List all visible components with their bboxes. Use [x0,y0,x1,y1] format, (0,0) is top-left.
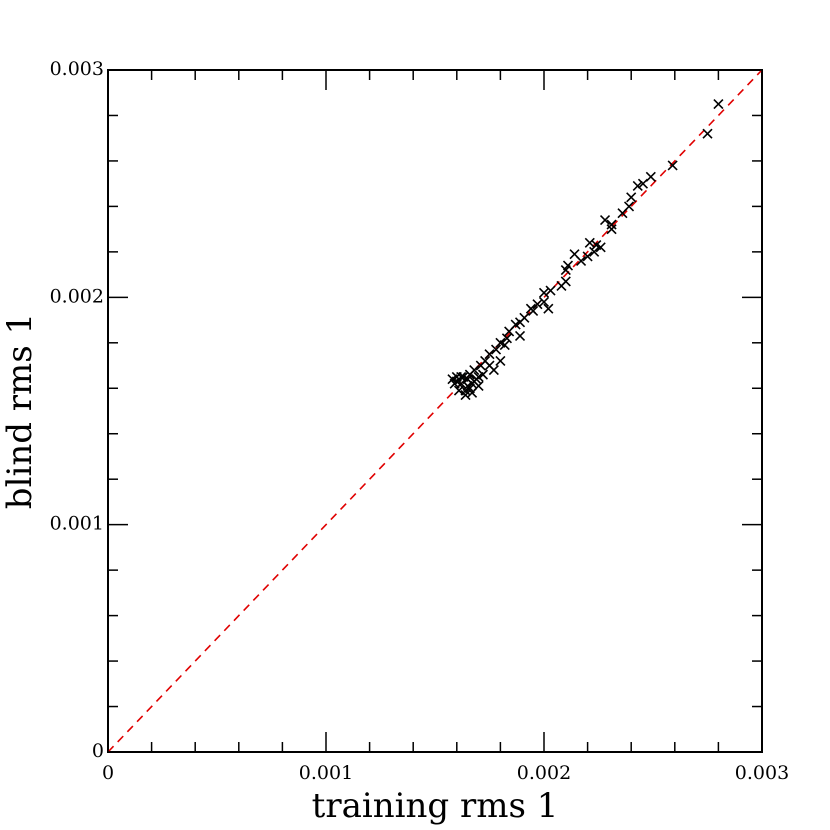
point [464,369,475,380]
point-stroke [504,326,515,337]
point [632,180,643,192]
point [606,219,617,230]
point [499,340,510,351]
point [637,178,649,189]
x-tick-label: 0.002 [517,762,571,784]
point-stroke [599,214,611,226]
point-stroke [532,299,543,310]
point-stroke [584,237,595,248]
point-stroke [575,255,587,267]
point [453,385,465,396]
point [488,365,499,376]
y-axis-label: blind rms 1 [0,313,40,509]
point-stroke [582,251,593,262]
point-stroke [632,180,643,192]
point [538,287,550,298]
point-stroke [462,380,473,392]
point-stroke [451,376,462,387]
point [490,344,502,355]
point-stroke [499,340,510,351]
point-stroke [606,224,617,235]
point-stroke [667,160,678,171]
point-stroke [501,333,513,344]
y-tick-label: 0.002 [50,285,104,307]
point-stroke [528,305,539,317]
point-stroke [569,249,580,260]
point-stroke [475,360,486,371]
point [501,333,513,344]
point-stroke [469,376,480,387]
point-stroke [495,337,506,348]
point-stroke [460,390,471,401]
point [462,380,473,392]
point [504,326,515,337]
point [475,360,486,371]
point [599,214,611,226]
point [626,192,637,203]
point [582,251,593,262]
point [543,303,554,314]
y-tick-label: 0.003 [50,58,104,80]
point [538,296,550,307]
point [528,305,539,317]
x-axis-label: training rms 1 [312,786,559,826]
point-stroke [545,285,556,296]
point-stroke [595,242,606,253]
point [484,349,495,360]
point [451,376,462,387]
point [460,390,471,401]
point-stroke [490,344,502,355]
point-stroke [538,287,550,298]
point [584,237,595,248]
point [556,280,567,292]
point [667,160,678,171]
point-stroke [560,264,571,276]
point-stroke [591,239,602,251]
point-stroke [556,280,567,292]
point [589,246,600,257]
point [702,128,713,139]
point-stroke [637,178,649,189]
point [713,99,724,110]
point [617,208,628,219]
point-stroke [484,349,495,360]
point-stroke [458,371,469,382]
point [458,371,469,382]
point-stroke [617,208,628,219]
point-stroke [538,296,550,307]
point [532,299,543,310]
y-tick-label: 0 [92,740,104,762]
point-stroke [488,365,499,376]
point [545,285,556,296]
point-stroke [702,128,713,139]
y-tick-label: 0.001 [50,513,104,535]
point-stroke [589,246,600,257]
point [495,355,506,367]
x-tick-label: 0.003 [735,762,789,784]
point-stroke [495,355,506,367]
point-stroke [464,369,475,380]
plot-frame [107,69,763,753]
point-stroke [453,385,465,396]
point [514,330,526,342]
point [569,249,580,260]
point [606,224,617,235]
point-stroke [514,330,526,342]
point [560,264,571,276]
x-tick-label: 0.001 [299,762,353,784]
point [595,242,606,253]
point-stroke [626,192,637,203]
point-stroke [543,303,554,314]
identity-line [107,69,763,753]
x-tick-label: 0 [102,762,114,784]
point-stroke [713,99,724,110]
point [469,376,480,387]
point-stroke [606,219,617,230]
